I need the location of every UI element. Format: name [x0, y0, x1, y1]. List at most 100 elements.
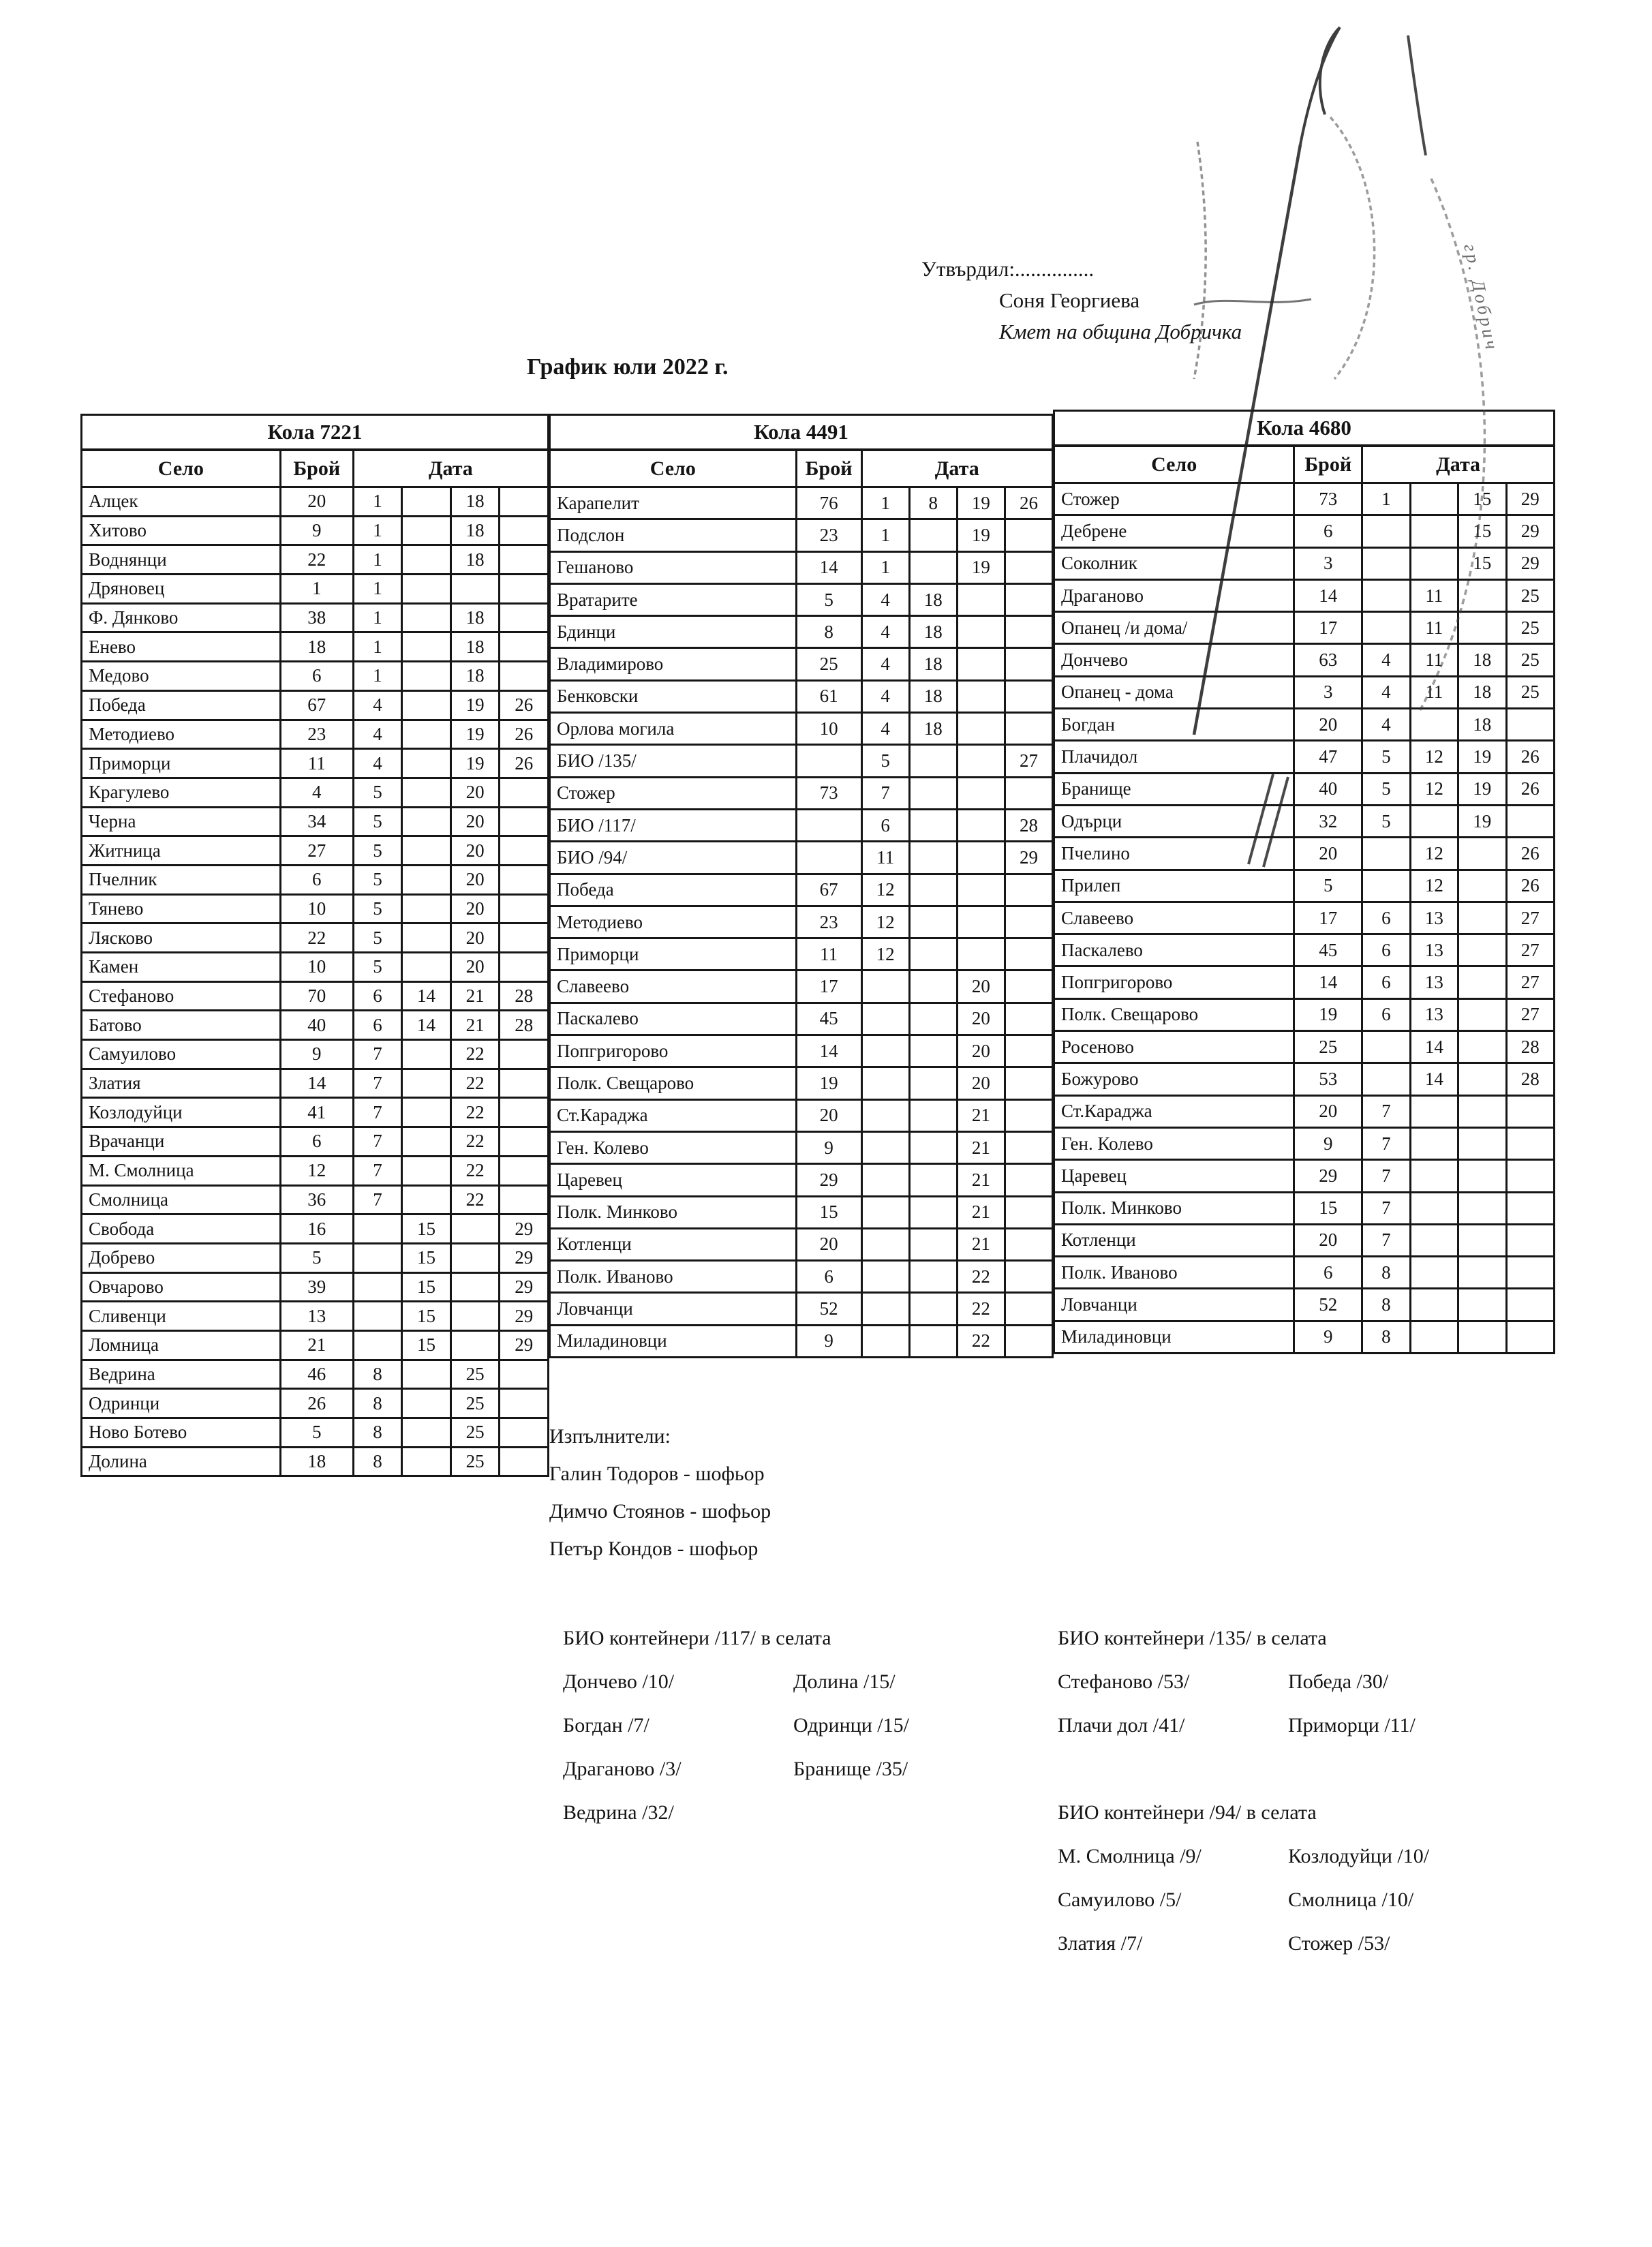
bio-item-left: Самуилово /5/ [1058, 1889, 1182, 1911]
village-cell: Богдан [1052, 707, 1296, 742]
count-cell: 6 [1293, 514, 1364, 549]
date-cell: 19 [955, 518, 1006, 553]
date-cell [401, 515, 452, 547]
date-cell [401, 835, 452, 866]
date-cell [498, 1417, 549, 1448]
date-cell [1003, 712, 1054, 746]
date-cell [860, 1227, 911, 1262]
table-row: Хитово 9 1 18 [80, 515, 549, 547]
date-cell [908, 937, 958, 972]
count-cell: 10 [279, 951, 354, 983]
table-row: Победа 67 12 [549, 872, 1054, 907]
village-cell: Свобода [80, 1213, 281, 1244]
table-row: Паскалево 45 6 13 27 [1052, 933, 1555, 968]
village-cell: Опанец - дома [1052, 675, 1296, 710]
date-cell [908, 518, 958, 553]
header-village: Село [80, 448, 281, 488]
date-cell: 29 [498, 1329, 549, 1361]
date-cell: 6 [352, 980, 403, 1012]
date-cell [401, 631, 452, 663]
table-row: Златия 14 7 22 [80, 1067, 549, 1099]
date-cell: 8 [1361, 1255, 1411, 1290]
count-cell: 14 [1293, 965, 1364, 1000]
village-cell: БИО /117/ [549, 808, 797, 843]
date-cell [860, 1034, 911, 1069]
date-cell [498, 544, 549, 576]
village-cell: Долина [80, 1446, 281, 1478]
table-row: Свобода 16 15 29 [80, 1213, 549, 1244]
table-row: Ловчанци 52 22 [549, 1291, 1054, 1326]
count-cell: 32 [1293, 804, 1364, 839]
village-cell: Миладиновци [1052, 1319, 1296, 1355]
village-cell: Врачанци [80, 1126, 281, 1157]
date-cell [401, 1358, 452, 1390]
table-row: Дончево 63 4 11 18 25 [1052, 643, 1555, 677]
date-cell: 4 [860, 679, 911, 714]
date-cell: 28 [1505, 1062, 1555, 1097]
date-cell: 19 [955, 485, 1006, 521]
table-row: Подслон 23 1 19 [549, 518, 1054, 553]
table-row: Владимирово 25 4 18 [549, 647, 1054, 682]
count-cell: 9 [1293, 1319, 1364, 1355]
bio-item-left: Ведрина /32/ [563, 1801, 674, 1824]
table-row: Стожер 73 7 [549, 776, 1054, 810]
table-row: Пчелино 20 12 26 [1052, 836, 1555, 871]
date-cell: 15 [1457, 481, 1508, 517]
date-cell: 5 [1361, 739, 1411, 774]
date-cell: 18 [1457, 707, 1508, 742]
signature-stroke-hook [1299, 26, 1341, 145]
date-cell: 11 [1409, 675, 1460, 710]
stamp-text: гр. Добрич [1460, 242, 1503, 354]
date-cell [908, 1259, 958, 1294]
table-row: Ст.Караджа 20 7 [1052, 1094, 1555, 1129]
village-cell: Стефаново [80, 980, 281, 1012]
date-cell: 12 [860, 872, 911, 907]
date-cell: 21 [955, 1098, 1006, 1133]
date-cell [1457, 1191, 1508, 1225]
village-cell: Овчарово [80, 1271, 281, 1303]
date-cell [908, 1066, 958, 1101]
date-cell: 21 [955, 1227, 1006, 1262]
date-cell: 4 [1361, 643, 1411, 677]
date-cell: 19 [1457, 739, 1508, 774]
date-cell [498, 1184, 549, 1216]
count-cell: 23 [279, 718, 354, 750]
date-cell [498, 1097, 549, 1129]
village-cell: Воднянци [80, 544, 281, 576]
date-cell [955, 776, 1006, 810]
table-row: Соколник 3 15 29 [1052, 546, 1555, 581]
date-cell: 28 [498, 980, 549, 1012]
table-row: БИО /117/6 28 [549, 808, 1054, 843]
date-cell [908, 550, 958, 585]
date-cell: 4 [1361, 707, 1411, 742]
village-cell: Ловчанци [1052, 1287, 1296, 1322]
date-cell [908, 1291, 958, 1326]
header-count: Брой [279, 448, 354, 488]
vehicle-schedule-table: Кола 4680 Село Брой Дата Стожер 73 1 15 29 Дебрен… [1052, 410, 1555, 1355]
date-cell: 19 [449, 748, 501, 779]
table-row: Паскалево 45 20 [549, 1001, 1054, 1037]
date-cell: 7 [1361, 1191, 1411, 1225]
village-cell: Одърци [1052, 804, 1296, 839]
table-row: Стожер 73 1 15 29 [1052, 481, 1555, 517]
date-cell [498, 863, 549, 896]
date-cell: 29 [498, 1213, 549, 1244]
date-cell [955, 582, 1006, 617]
table-row: Полк. Иваново 6 22 [549, 1259, 1054, 1294]
date-cell [955, 937, 1006, 972]
village-cell: Лясково [80, 922, 281, 953]
village-cell: Алцек [80, 486, 281, 517]
bio-item-left: Богдан /7/ [563, 1714, 649, 1737]
date-cell: 1 [352, 544, 403, 576]
count-cell: 76 [795, 485, 863, 521]
table-kola-4680: Кола 4680 Село Брой Дата Стожер 73 1 15 29 Дебрен… [1052, 410, 1555, 1355]
date-cell: 20 [955, 1001, 1006, 1037]
table-row: Пчелник 6 5 20 [80, 863, 549, 896]
executor-item: Петър Кондов - шофьор [549, 1538, 759, 1560]
date-cell [1409, 1126, 1460, 1161]
count-cell: 53 [1293, 1062, 1364, 1097]
table-row: Приморци 11 4 19 26 [80, 748, 549, 779]
bio-item-right: Долина /15/ [793, 1670, 896, 1693]
table-row: Ф. Дянково 38 1 18 [80, 602, 549, 634]
header-date: Дата [352, 448, 550, 488]
